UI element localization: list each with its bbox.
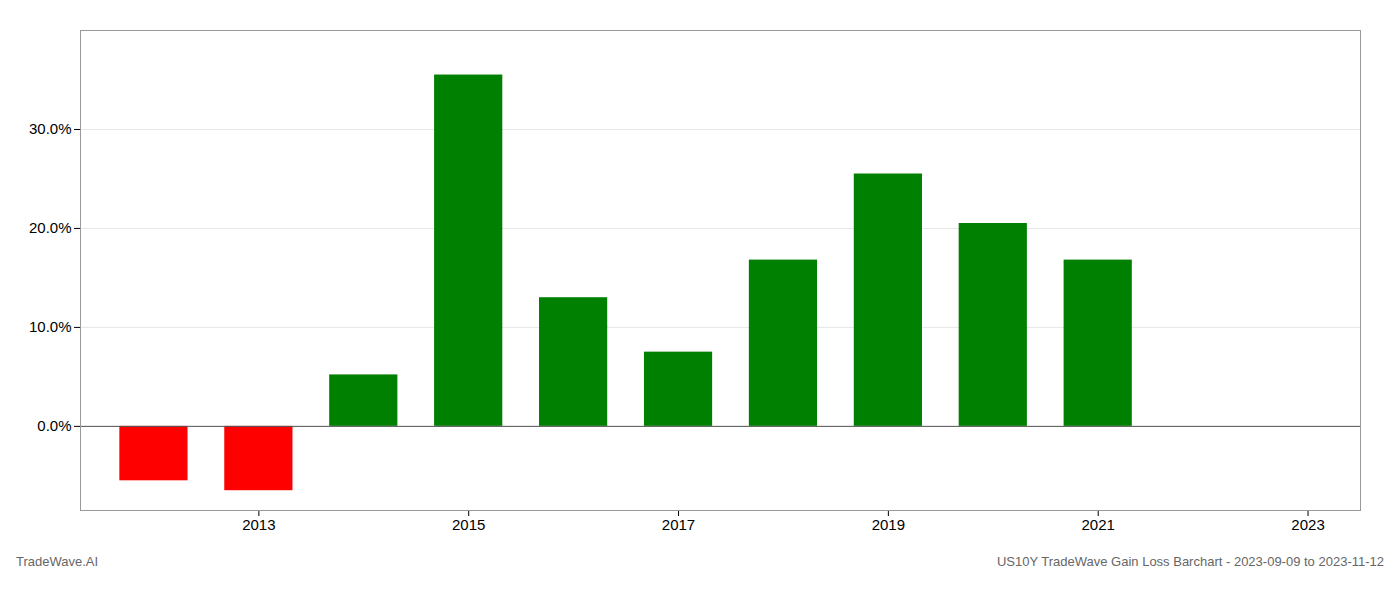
svg-text:0.0%: 0.0% [37, 417, 71, 434]
svg-text:2017: 2017 [662, 516, 695, 533]
svg-text:30.0%: 30.0% [29, 120, 72, 137]
svg-text:2021: 2021 [1082, 516, 1115, 533]
html-text:US10Y TradeWave Gain Loss Barc: US10Y TradeWave Gain Loss Barchart - 202… [996, 554, 1384, 569]
svg-text:2019: 2019 [872, 516, 905, 533]
svg-text:2023: 2023 [1291, 516, 1324, 533]
svg-text:2013: 2013 [242, 516, 275, 533]
svg-text:10.0%: 10.0% [29, 318, 72, 335]
svg-text:2015: 2015 [452, 516, 485, 533]
svg-text:20.0%: 20.0% [29, 219, 72, 236]
html-text:TradeWave.AI: TradeWave.AI [16, 554, 99, 569]
